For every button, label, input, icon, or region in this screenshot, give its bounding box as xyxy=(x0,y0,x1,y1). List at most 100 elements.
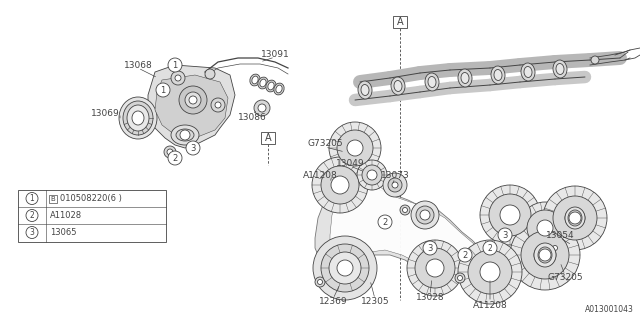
Circle shape xyxy=(26,193,38,204)
Circle shape xyxy=(321,244,369,292)
Circle shape xyxy=(403,207,408,212)
Text: 2: 2 xyxy=(29,211,35,220)
Text: 12305: 12305 xyxy=(361,298,389,307)
Ellipse shape xyxy=(119,97,157,139)
Circle shape xyxy=(211,98,225,112)
Circle shape xyxy=(179,86,207,114)
Ellipse shape xyxy=(266,80,276,92)
Ellipse shape xyxy=(250,74,260,86)
Circle shape xyxy=(254,100,270,116)
Circle shape xyxy=(480,262,500,282)
Ellipse shape xyxy=(274,83,284,95)
Circle shape xyxy=(519,202,571,254)
Text: B: B xyxy=(51,196,56,202)
Circle shape xyxy=(521,231,569,279)
Circle shape xyxy=(383,173,407,197)
Circle shape xyxy=(313,236,377,300)
Circle shape xyxy=(569,212,581,224)
Circle shape xyxy=(347,140,363,156)
Text: 13028: 13028 xyxy=(416,293,444,302)
Circle shape xyxy=(500,205,520,225)
Text: A: A xyxy=(265,133,271,143)
Circle shape xyxy=(337,130,373,166)
Ellipse shape xyxy=(521,63,535,81)
Circle shape xyxy=(458,276,463,281)
Text: 2: 2 xyxy=(488,244,492,252)
Circle shape xyxy=(205,69,215,79)
Circle shape xyxy=(527,210,563,246)
Circle shape xyxy=(392,182,398,188)
Text: 2: 2 xyxy=(382,218,388,227)
Ellipse shape xyxy=(553,60,567,78)
Circle shape xyxy=(185,92,201,108)
Circle shape xyxy=(468,250,512,294)
Ellipse shape xyxy=(425,73,439,91)
Circle shape xyxy=(167,149,173,155)
Circle shape xyxy=(329,122,381,174)
Circle shape xyxy=(312,157,368,213)
Ellipse shape xyxy=(132,111,144,125)
Circle shape xyxy=(498,228,512,242)
Ellipse shape xyxy=(260,79,266,87)
Circle shape xyxy=(420,210,430,220)
Ellipse shape xyxy=(176,129,194,141)
Text: 13069: 13069 xyxy=(91,108,120,117)
Text: A013001043: A013001043 xyxy=(585,305,634,314)
Circle shape xyxy=(331,176,349,194)
Circle shape xyxy=(539,249,551,261)
Circle shape xyxy=(543,186,607,250)
Text: 13091: 13091 xyxy=(260,50,289,59)
Text: A11208: A11208 xyxy=(472,300,508,309)
Circle shape xyxy=(552,245,557,251)
Circle shape xyxy=(411,201,439,229)
Circle shape xyxy=(388,178,402,192)
Text: 3: 3 xyxy=(29,228,35,237)
Ellipse shape xyxy=(258,77,268,89)
Text: 2: 2 xyxy=(462,251,468,260)
Ellipse shape xyxy=(276,85,282,93)
Circle shape xyxy=(329,252,361,284)
Circle shape xyxy=(416,206,434,224)
Circle shape xyxy=(367,170,377,180)
Circle shape xyxy=(317,279,323,284)
Circle shape xyxy=(258,104,266,112)
Circle shape xyxy=(407,240,463,296)
Circle shape xyxy=(26,227,38,238)
Circle shape xyxy=(337,260,353,276)
Ellipse shape xyxy=(127,105,149,131)
Text: 1: 1 xyxy=(161,85,166,94)
Circle shape xyxy=(180,130,190,140)
Text: 1: 1 xyxy=(172,60,178,69)
Ellipse shape xyxy=(252,76,258,84)
FancyBboxPatch shape xyxy=(393,16,407,28)
Circle shape xyxy=(357,160,387,190)
Circle shape xyxy=(426,259,444,277)
Circle shape xyxy=(168,151,182,165)
Ellipse shape xyxy=(524,67,532,77)
Ellipse shape xyxy=(428,76,436,87)
Circle shape xyxy=(175,75,181,81)
Polygon shape xyxy=(315,155,540,298)
Circle shape xyxy=(550,243,560,253)
Circle shape xyxy=(591,56,599,64)
Circle shape xyxy=(537,220,553,236)
Text: 13073: 13073 xyxy=(381,171,410,180)
Ellipse shape xyxy=(268,82,274,90)
Circle shape xyxy=(321,166,359,204)
Text: 13054: 13054 xyxy=(546,230,574,239)
Circle shape xyxy=(423,241,437,255)
Circle shape xyxy=(362,165,382,185)
Ellipse shape xyxy=(391,77,405,95)
Circle shape xyxy=(415,248,455,288)
Circle shape xyxy=(164,146,176,158)
Text: 13086: 13086 xyxy=(237,113,266,122)
Circle shape xyxy=(189,96,197,104)
Ellipse shape xyxy=(123,101,153,135)
Text: 3: 3 xyxy=(428,244,433,252)
Text: 13049: 13049 xyxy=(336,158,364,167)
Circle shape xyxy=(480,185,540,245)
Circle shape xyxy=(156,83,170,97)
Text: G73205: G73205 xyxy=(307,139,343,148)
Ellipse shape xyxy=(534,243,556,267)
Polygon shape xyxy=(155,75,228,138)
